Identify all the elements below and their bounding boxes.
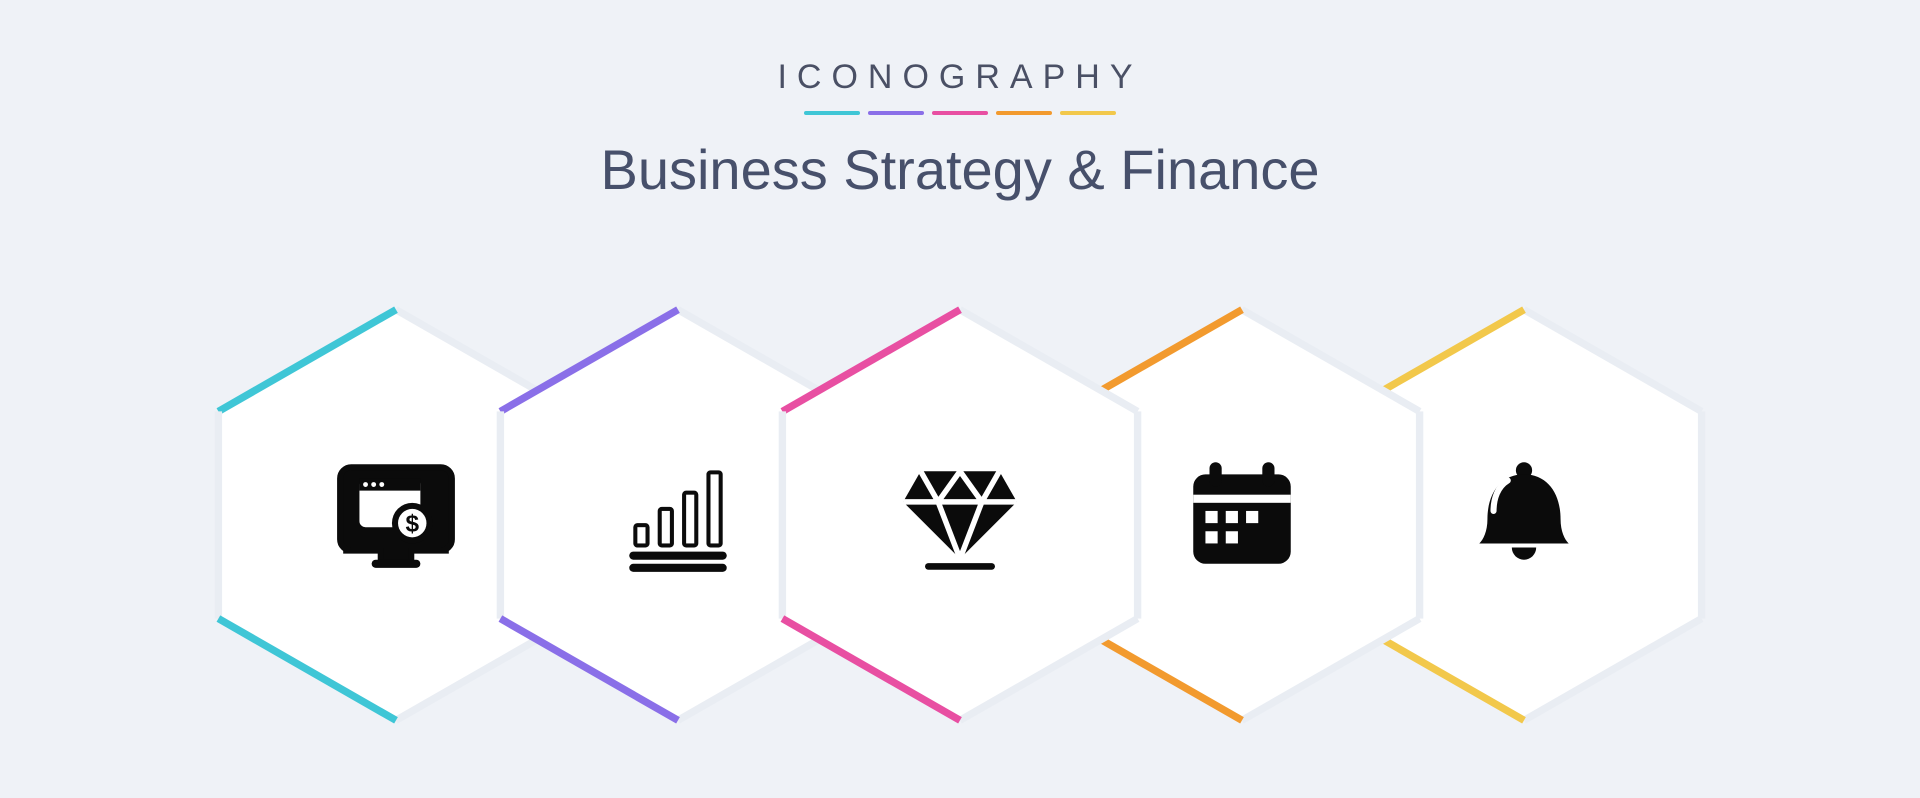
diamond-icon	[890, 445, 1030, 585]
bell-icon	[1459, 450, 1589, 580]
divider-seg-0	[804, 111, 860, 115]
hex-row: $	[255, 302, 1665, 728]
bar-chart-icon	[613, 450, 743, 580]
svg-text:$: $	[405, 510, 419, 537]
header: ICONOGRAPHY Business Strategy & Finance	[0, 0, 1920, 202]
brand-divider	[0, 111, 1920, 115]
brand-text: ICONOGRAPHY	[0, 58, 1920, 97]
divider-seg-2	[932, 111, 988, 115]
calendar-icon	[1177, 450, 1307, 580]
online-payment-icon: $	[331, 450, 461, 580]
icon-stage: $	[0, 300, 1920, 730]
divider-seg-4	[1060, 111, 1116, 115]
divider-seg-3	[996, 111, 1052, 115]
page-title: Business Strategy & Finance	[0, 137, 1920, 202]
hex-diamond	[775, 302, 1145, 728]
divider-seg-1	[868, 111, 924, 115]
